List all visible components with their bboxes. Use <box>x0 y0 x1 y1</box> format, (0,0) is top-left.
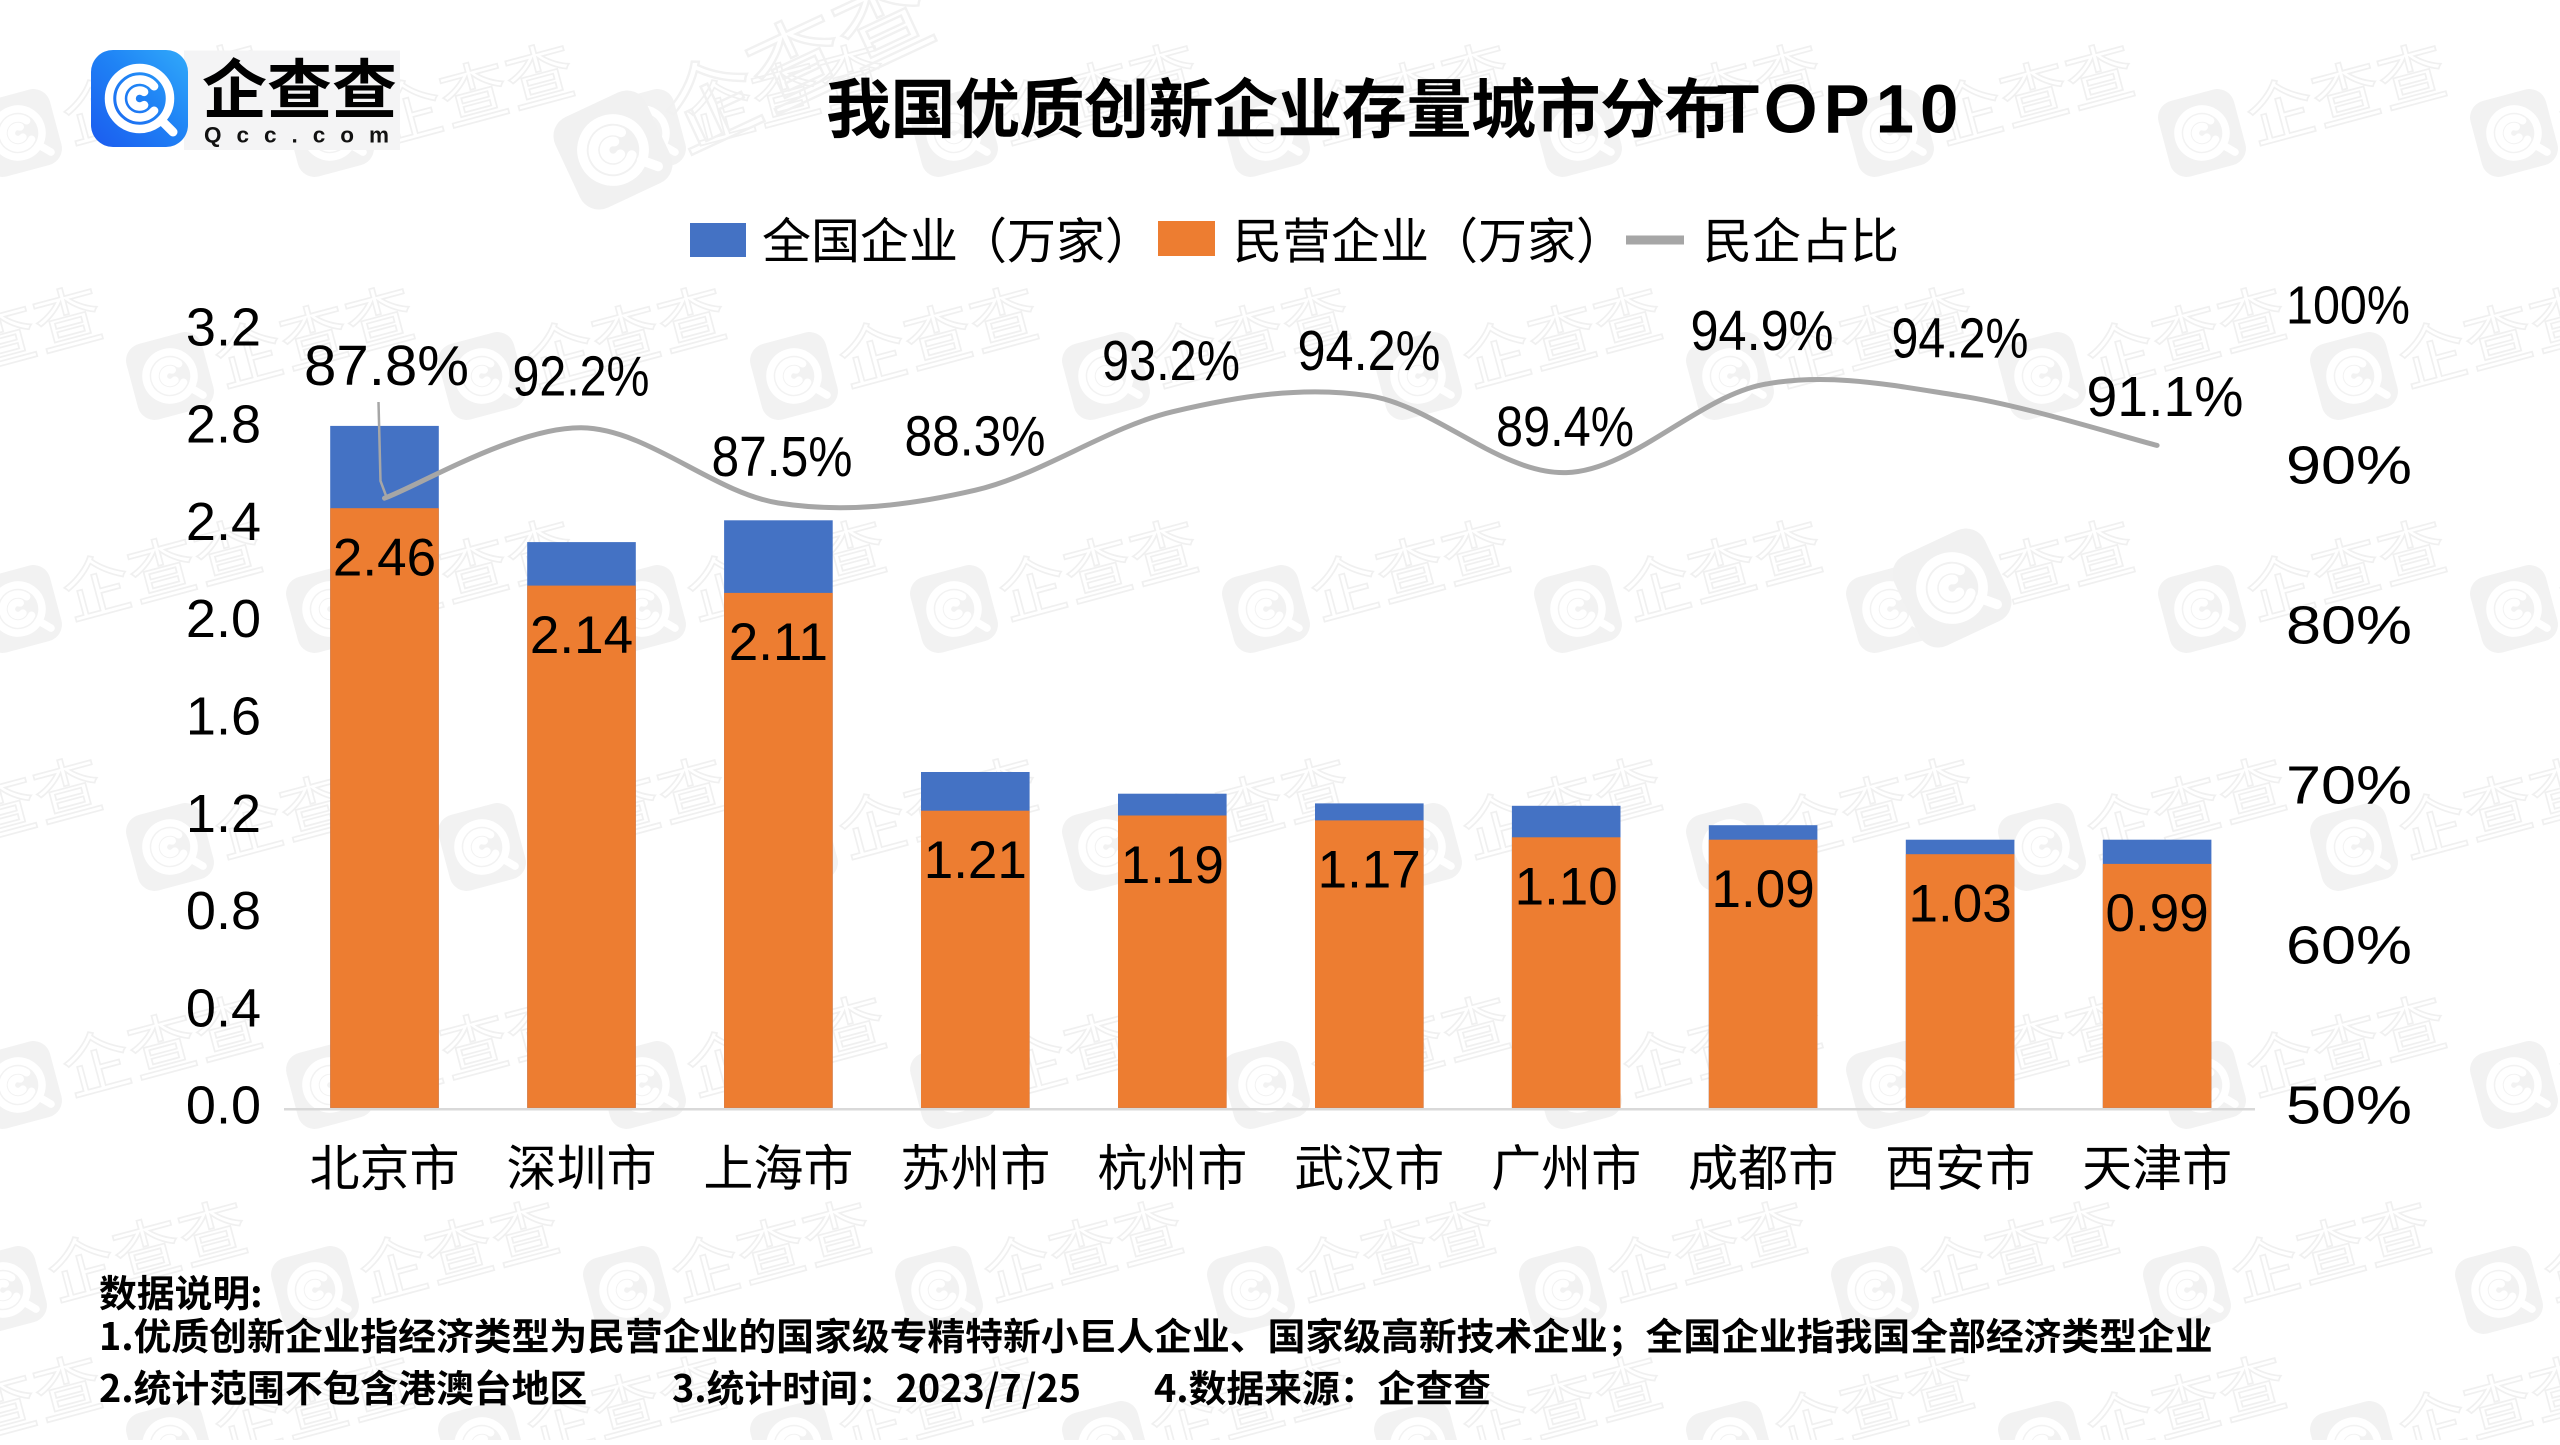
svg-text:70%: 70% <box>2286 756 2412 816</box>
svg-text:92.2%: 92.2% <box>513 344 650 408</box>
svg-text:2.14: 2.14 <box>530 606 633 665</box>
svg-text:91.1%: 91.1% <box>2087 365 2244 429</box>
svg-text:94.2%: 94.2% <box>1298 319 1441 383</box>
svg-text:94.9%: 94.9% <box>1691 299 1834 363</box>
svg-text:2.0: 2.0 <box>186 589 261 649</box>
svg-text:87.5%: 87.5% <box>712 425 853 489</box>
svg-text:3.2: 3.2 <box>186 297 261 357</box>
svg-text:87.8%: 87.8% <box>304 334 469 398</box>
svg-text:TOP10: TOP10 <box>1717 70 1964 147</box>
svg-text:60%: 60% <box>2286 916 2412 976</box>
svg-text:100%: 100% <box>2286 276 2410 336</box>
svg-text:89.4%: 89.4% <box>1496 395 1634 459</box>
svg-text:0.0: 0.0 <box>186 1076 261 1136</box>
svg-text:90%: 90% <box>2286 436 2412 496</box>
svg-text:2.8: 2.8 <box>186 395 261 455</box>
svg-text:Qcc.com: Qcc.com <box>204 123 404 148</box>
svg-text:93.2%: 93.2% <box>1102 329 1240 393</box>
svg-text:1.03: 1.03 <box>1909 875 2012 934</box>
svg-text:2.11: 2.11 <box>729 613 828 672</box>
svg-text:1.6: 1.6 <box>186 687 261 747</box>
svg-text:80%: 80% <box>2286 596 2412 656</box>
svg-text:2.46: 2.46 <box>333 529 436 588</box>
svg-text:1.21: 1.21 <box>924 831 1027 890</box>
svg-text:94.2%: 94.2% <box>1892 307 2029 371</box>
svg-text:2.4: 2.4 <box>186 492 261 552</box>
svg-text:1.17: 1.17 <box>1318 841 1421 900</box>
svg-text:50%: 50% <box>2286 1076 2412 1136</box>
svg-text:1.19: 1.19 <box>1121 836 1224 895</box>
svg-text:1.2: 1.2 <box>186 784 261 844</box>
svg-text:88.3%: 88.3% <box>905 404 1046 468</box>
svg-text:1.09: 1.09 <box>1712 860 1815 919</box>
svg-text:0.99: 0.99 <box>2106 884 2209 943</box>
svg-text:0.4: 0.4 <box>186 978 261 1038</box>
svg-text:0.8: 0.8 <box>186 881 261 941</box>
svg-text:1.10: 1.10 <box>1515 858 1618 917</box>
